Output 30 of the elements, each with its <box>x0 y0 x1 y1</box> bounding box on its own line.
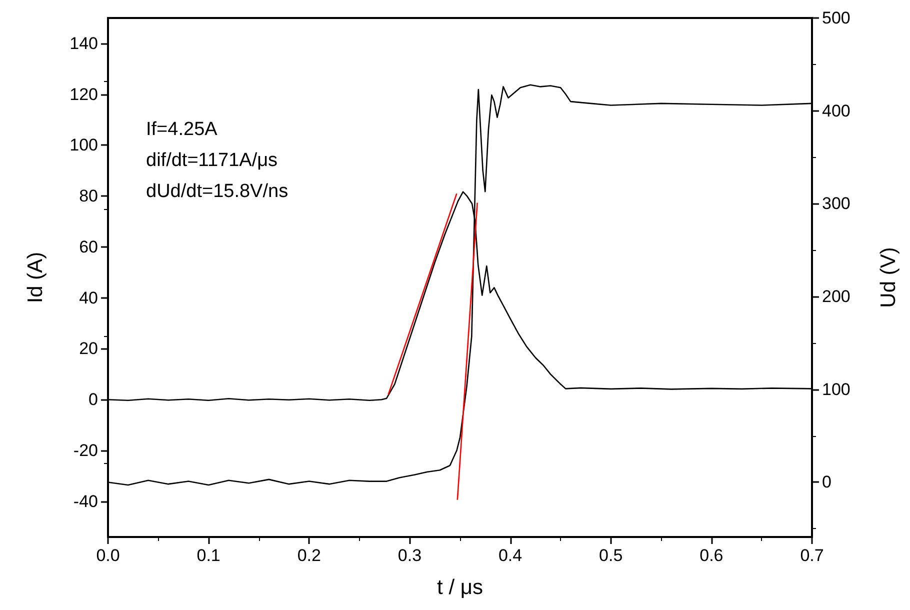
x-tick-label: 0.5 <box>599 546 623 565</box>
y-tick-label: 100 <box>70 136 98 155</box>
x-tick-label: 0.0 <box>96 546 120 565</box>
y2-tick-label: 500 <box>822 8 850 28</box>
y-tick-label: 80 <box>79 186 98 206</box>
x-tick-label: 0.3 <box>398 546 422 565</box>
y-tick-label: 40 <box>79 288 98 308</box>
y-tick-label: -20 <box>73 441 98 460</box>
y-tick-label: 140 <box>70 34 98 53</box>
y2-tick-label: 200 <box>822 287 850 306</box>
y-axis-title: Id (A) <box>24 252 47 304</box>
x-axis-title: t / μs <box>437 576 483 599</box>
y-tick-label: 60 <box>79 237 98 256</box>
y-tick-label: -40 <box>73 492 98 511</box>
y-tick-label: 0 <box>88 390 98 410</box>
y2-tick-label: 100 <box>822 380 850 399</box>
x-tick-label: 0.6 <box>700 546 724 565</box>
y2-tick-label: 300 <box>822 194 850 214</box>
annotation: dif/dt=1171A/μs <box>146 150 278 171</box>
x-tick-label: 0.1 <box>196 546 220 565</box>
y2-tick-label: 0 <box>822 472 832 492</box>
annotation: dUd/dt=15.8V/ns <box>146 181 288 202</box>
y2-tick-label: 400 <box>822 101 850 120</box>
annotation: If=4.25A <box>146 119 218 140</box>
y2-axis-title: Ud (V) <box>877 247 900 308</box>
x-tick-label: 0.4 <box>498 546 522 565</box>
x-tick-label: 0.7 <box>800 546 824 565</box>
y-tick-label: 120 <box>70 84 98 104</box>
x-tick-label: 0.2 <box>297 546 321 565</box>
y-tick-label: 20 <box>79 339 98 358</box>
